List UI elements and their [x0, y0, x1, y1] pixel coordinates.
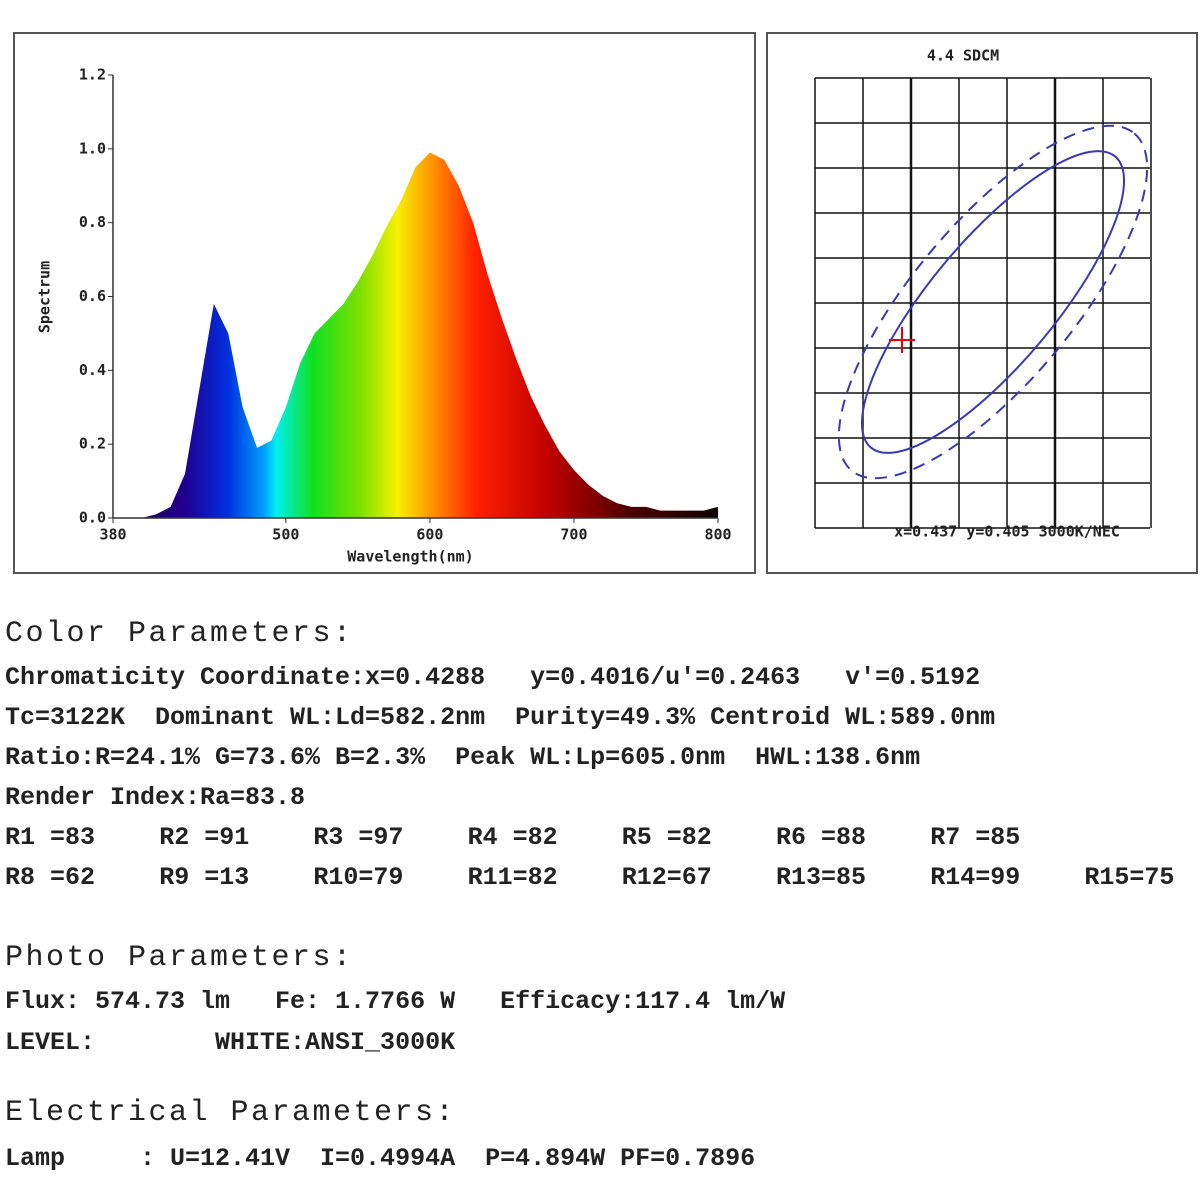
render-index: R5 =82: [621, 823, 712, 852]
y-tick-label: 0.8: [79, 213, 106, 231]
diagram: 4.4 SDCM x=0.437 y=0.405 3000K/NEC: [814, 47, 1152, 541]
section-heading: Electrical Parameters:: [5, 1096, 457, 1130]
x-tick-label: 500: [272, 526, 299, 544]
y-tick-label: 0.0: [79, 509, 106, 527]
render-index: R1 =83: [5, 823, 96, 852]
render-index: R15=75: [1084, 863, 1175, 892]
parameter-line: Flux: 574.73 lm Fe: 1.7766 W Efficacy:11…: [5, 987, 786, 1016]
y-tick-label: 0.6: [79, 287, 106, 305]
chart-frame: [13, 32, 756, 574]
cross: [889, 327, 915, 353]
render-index: R10=79: [313, 863, 404, 892]
parameter-line: Render Index:Ra=83.8: [5, 783, 306, 812]
charts: 4.4 SDCM x=0.437 y=0.405 3000K/NEC 0.0 0.2…: [13, 32, 1198, 574]
x-tick-label: 380: [99, 526, 126, 544]
diagram-footer: x=0.437 y=0.405 3000K/NEC: [894, 523, 1120, 541]
render-index: R12=67: [621, 863, 712, 892]
x-tick-label: 700: [560, 526, 587, 544]
render-index: R9 =13: [159, 863, 250, 892]
y-tick-label: 1.0: [79, 139, 106, 157]
diagram-title: 4.4 SDCM: [927, 47, 999, 65]
ellipse: [860, 150, 1126, 454]
render-index: R13=85: [776, 863, 867, 892]
y-axis-label: Spectrum: [36, 261, 54, 333]
diagram-frame: [766, 32, 1198, 574]
parameter-line: LEVEL: WHITE:ANSI_3000K: [5, 1028, 456, 1057]
x-tick-label: 600: [416, 526, 443, 544]
parameter-line: Chromaticity Coordinate:x=0.4288 y=0.401…: [5, 663, 981, 692]
y-tick-label: 1.2: [79, 66, 106, 84]
parameter-line: Lamp : U=12.41V I=0.4994A P=4.894W PF=0.…: [5, 1144, 756, 1173]
x-axis-label: Wavelength(nm): [347, 548, 473, 566]
x-tick-label: 800: [704, 526, 731, 544]
parameter-line: Ratio:R=24.1% G=73.6% B=2.3% Peak WL:Lp=…: [5, 743, 921, 772]
render-index: R8 =62: [5, 863, 96, 892]
spectrum-area: [113, 152, 718, 518]
render-index: R7 =85: [930, 823, 1021, 852]
render-index: R11=82: [467, 863, 558, 892]
render-index: R4 =82: [467, 823, 558, 852]
section-heading: Photo Parameters:: [5, 941, 354, 975]
y-tick-label: 0.2: [79, 435, 106, 453]
render-index: R3 =97: [313, 823, 404, 852]
y-tick-label: 0.4: [79, 361, 106, 379]
render-index: R6 =88: [776, 823, 867, 852]
section-heading: Color Parameters:: [5, 617, 354, 651]
ellipse-outer: [837, 124, 1149, 480]
parameter-line: Tc=3122K Dominant WL:Ld=582.2nm Purity=4…: [5, 703, 996, 732]
render-index: R14=99: [930, 863, 1021, 892]
render-index: R2 =91: [159, 823, 250, 852]
